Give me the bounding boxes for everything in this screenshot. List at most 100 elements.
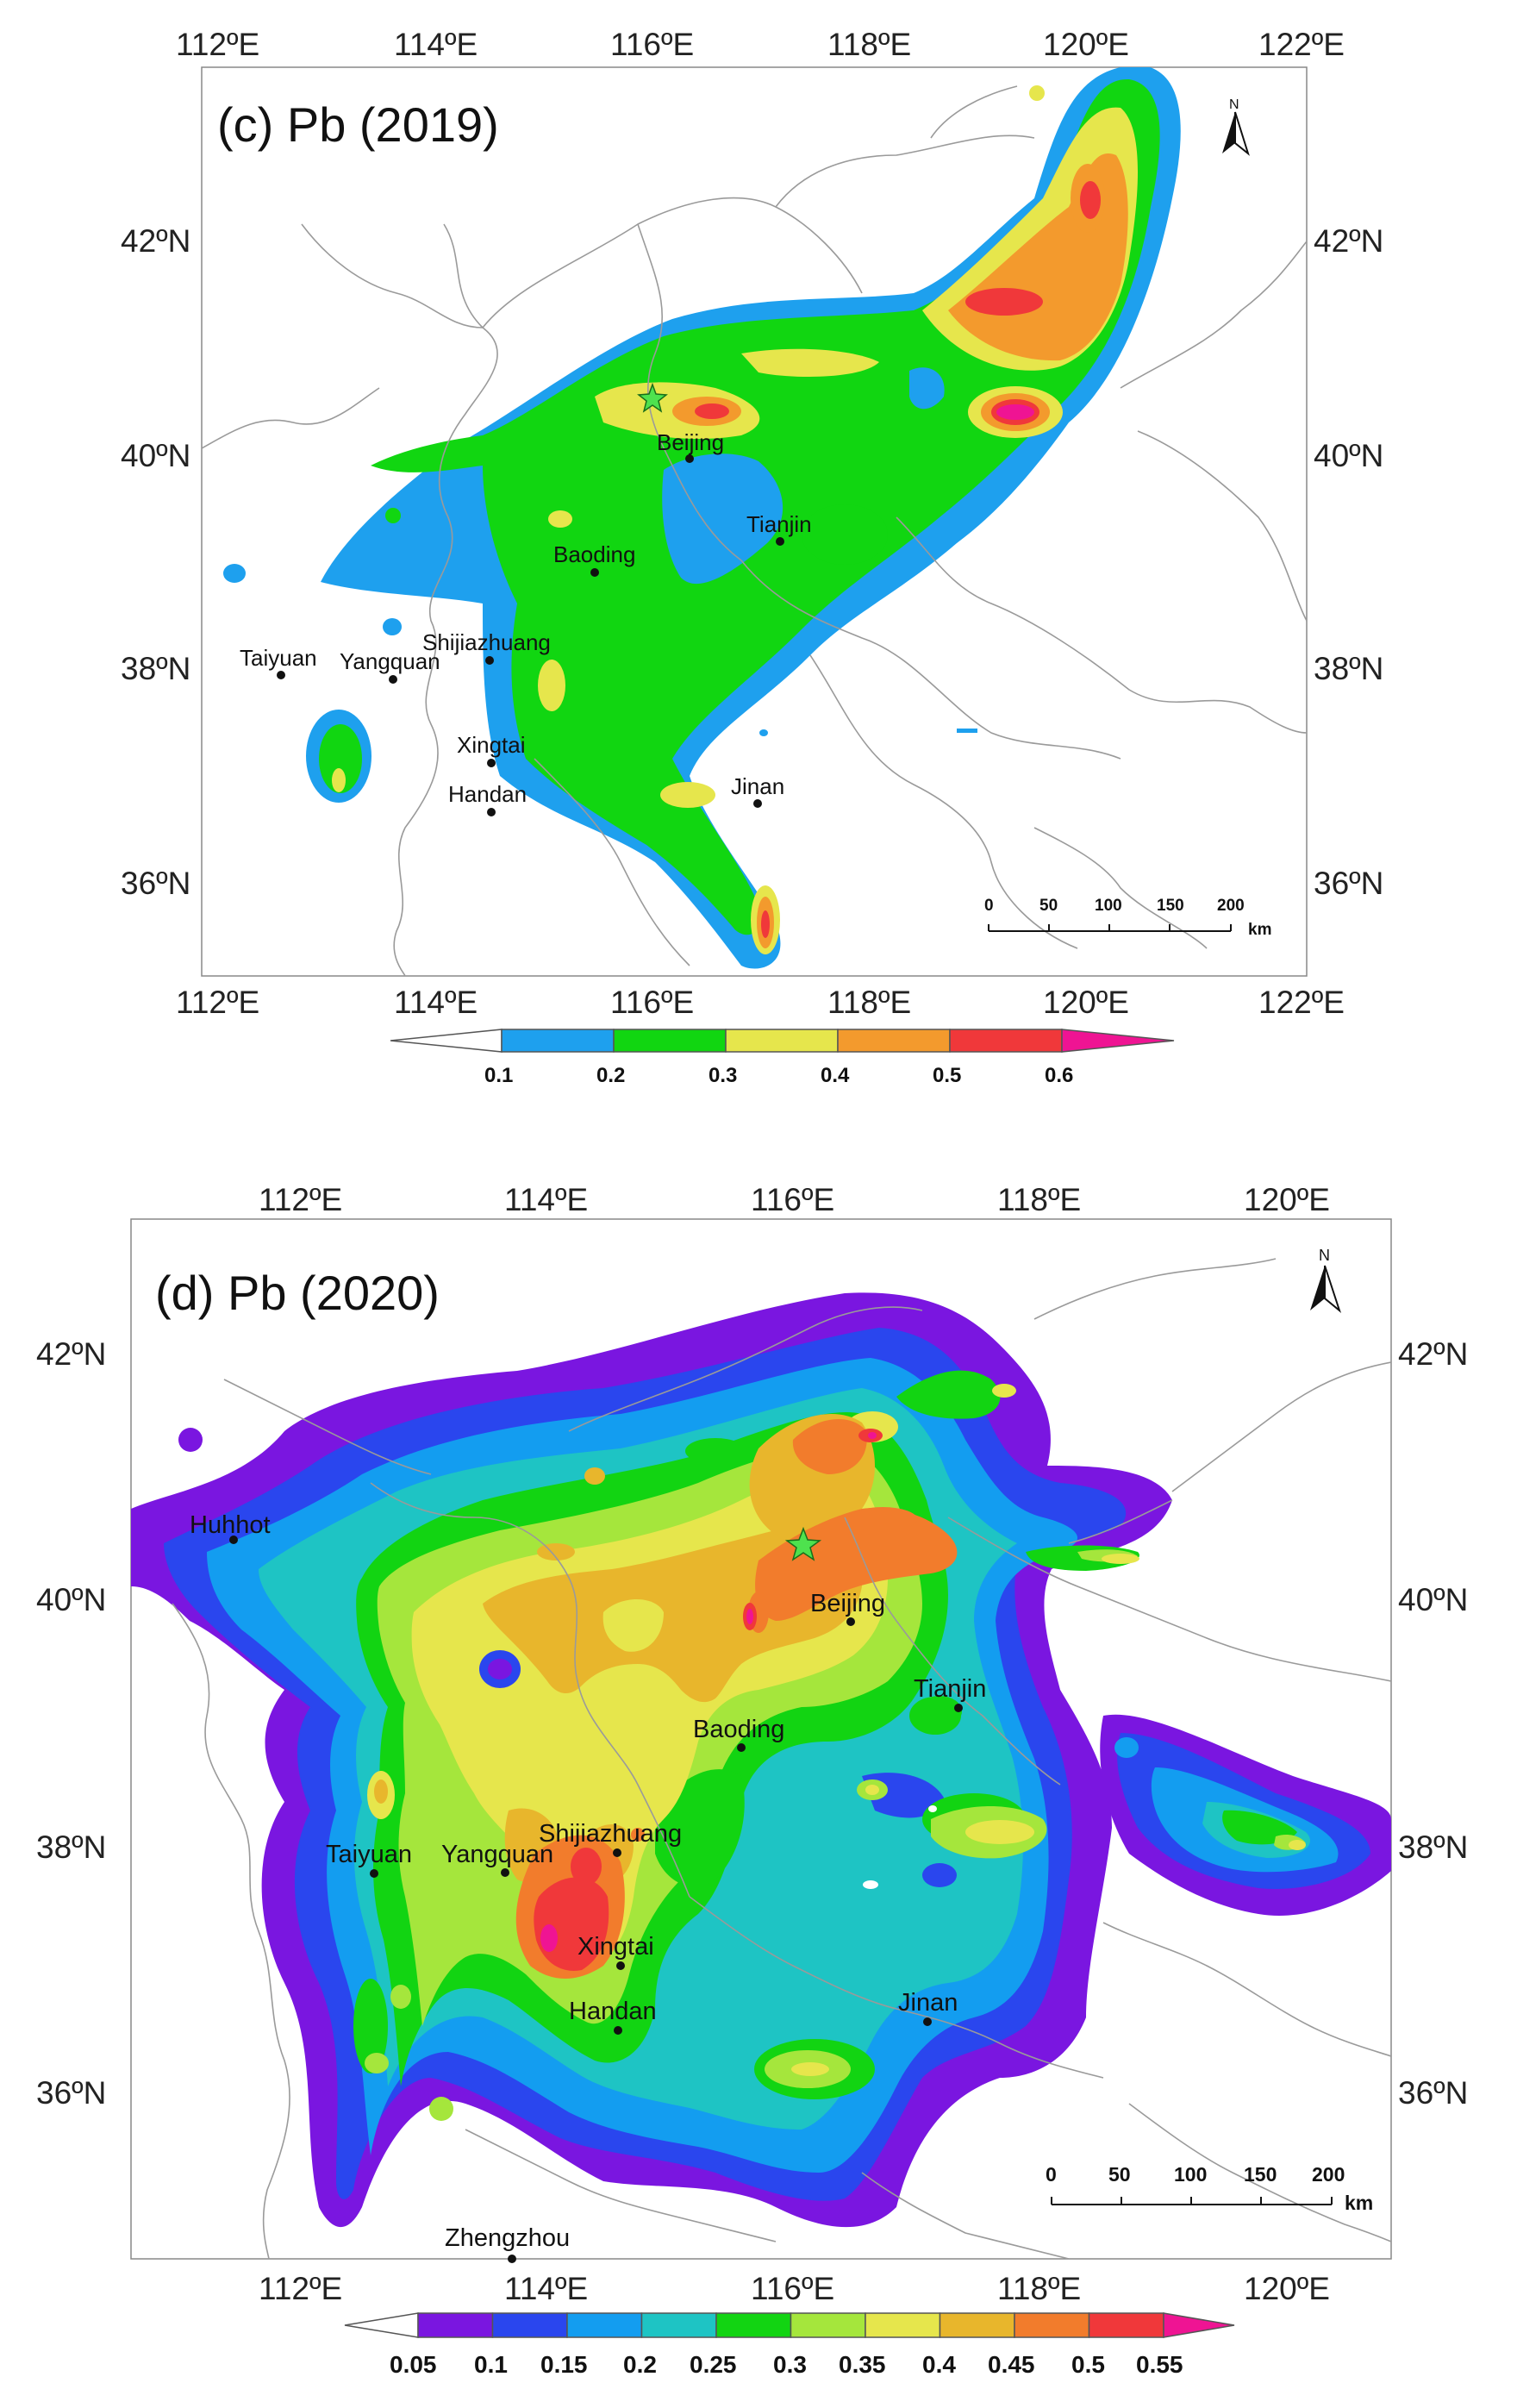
y-tick-label: 40ºN xyxy=(36,1582,106,1617)
city-label-yangquan: Yangquan xyxy=(441,1841,553,1868)
x-tick-label: 120ºE xyxy=(1244,1182,1330,1217)
city-label-zhengzhou: Zhengzhou xyxy=(445,2224,570,2252)
colorbar: 0.05 0.1 0.15 0.2 0.25 0.3 0.35 0.4 0.45… xyxy=(344,2312,1235,2378)
north-arrow-icon: N xyxy=(1222,97,1250,156)
y-tick-label: 42ºN xyxy=(121,223,190,259)
scale-label: 50 xyxy=(1108,2163,1131,2186)
city-label-shijiazhuang: Shijiazhuang xyxy=(539,1820,682,1848)
x-tick-label: 122ºE xyxy=(1258,985,1345,1020)
scale-label: 150 xyxy=(1157,897,1184,915)
colorbar-low-end xyxy=(390,1029,503,1053)
city-label-huhhot: Huhhot xyxy=(190,1511,271,1539)
colorbar-label: 0.45 xyxy=(988,2351,1035,2378)
x-tick-label: 114ºE xyxy=(394,27,478,62)
colorbar-bin xyxy=(715,2312,792,2338)
north-arrow-icon: N xyxy=(1310,1247,1342,1313)
colorbar-bin xyxy=(725,1029,839,1053)
scale-label: 200 xyxy=(1312,2163,1345,2186)
concentration-field xyxy=(223,67,1181,969)
colorbar-label: 0.35 xyxy=(839,2351,886,2378)
boundary-lines xyxy=(172,1258,1391,2259)
city-label-handan: Handan xyxy=(569,1998,657,2025)
y-tick-label: 42ºN xyxy=(1314,223,1383,259)
colorbar-bin xyxy=(1088,2312,1164,2338)
city-labels: Huhhot Beijing Tianjin Baoding Shijiazhu… xyxy=(190,1511,986,2252)
north-label: N xyxy=(1229,97,1239,112)
colorbar-label: 0.6 xyxy=(1045,1064,1073,1087)
colorbar-high-end xyxy=(1163,2312,1235,2338)
boundary-lines xyxy=(202,85,1307,976)
y-tick-label: 42ºN xyxy=(36,1336,106,1372)
city-label-yangquan: Yangquan xyxy=(340,648,440,674)
x-tick-label: 118ºE xyxy=(997,2271,1081,2306)
x-tick-label: 120ºE xyxy=(1043,27,1129,62)
x-tick-label: 120ºE xyxy=(1043,985,1129,1020)
y-tick-label: 36ºN xyxy=(1398,2075,1468,2111)
colorbar-high-end xyxy=(1061,1029,1175,1053)
city-label-tianjin: Tianjin xyxy=(914,1675,986,1703)
x-tick-label: 118ºE xyxy=(997,1182,1081,1217)
colorbar-label: 0.2 xyxy=(596,1064,625,1087)
panel-title: (c) Pb (2019) xyxy=(217,97,499,152)
scale-label: 200 xyxy=(1217,897,1245,915)
y-tick-label: 42ºN xyxy=(1398,1336,1468,1372)
city-label-taiyuan: Taiyuan xyxy=(326,1841,412,1868)
colorbar-label: 0.3 xyxy=(709,1064,737,1087)
scale-label: 100 xyxy=(1174,2163,1207,2186)
city-label-beijing: Beijing xyxy=(810,1590,885,1617)
colorbar-low-end xyxy=(344,2312,419,2338)
x-tick-label: 116ºE xyxy=(751,1182,834,1217)
colorbar-bin xyxy=(491,2312,568,2338)
city-markers xyxy=(277,382,784,816)
scale-label: 0 xyxy=(984,897,994,915)
x-tick-label: 114ºE xyxy=(394,985,478,1020)
panel-c: (c) Pb (2019) N 0 50 100 150 200 km 112º… xyxy=(121,27,1383,1087)
colorbar-label: 0.15 xyxy=(540,2351,588,2378)
city-markers xyxy=(229,1526,963,2263)
city-label-tianjin: Tianjin xyxy=(746,511,812,537)
colorbar-bin xyxy=(790,2312,866,2338)
scale-bar: 0 50 100 150 200 km xyxy=(984,897,1271,939)
city-label-jinan: Jinan xyxy=(731,773,784,799)
scale-unit: km xyxy=(1345,2192,1373,2214)
scale-label: 0 xyxy=(1046,2163,1057,2186)
colorbar-label: 0.2 xyxy=(623,2351,657,2378)
x-tick-label: 112ºE xyxy=(259,1182,342,1217)
panel-title: (d) Pb (2020) xyxy=(155,1266,440,1320)
colorbar-label: 0.5 xyxy=(1071,2351,1105,2378)
x-tick-label: 112ºE xyxy=(259,2271,342,2306)
colorbar-bin xyxy=(949,1029,1063,1053)
colorbar-label: 0.5 xyxy=(933,1064,961,1087)
city-label-baoding: Baoding xyxy=(553,541,635,567)
scale-bar: 0 50 100 150 200 km xyxy=(1046,2163,1373,2214)
city-label-taiyuan: Taiyuan xyxy=(240,645,317,671)
colorbar-bin xyxy=(1014,2312,1090,2338)
city-label-beijing: Beijing xyxy=(657,429,724,455)
city-label-xingtai: Xingtai xyxy=(457,732,526,758)
scale-label: 50 xyxy=(1039,897,1058,915)
x-tick-label: 116ºE xyxy=(610,985,694,1020)
axis-labels: 112ºE 114ºE 116ºE 118ºE 120ºE 112ºE 114º… xyxy=(36,1182,1468,2306)
colorbar-label: 0.1 xyxy=(474,2351,508,2378)
colorbar-bin xyxy=(865,2312,941,2338)
y-tick-label: 36ºN xyxy=(121,866,190,901)
colorbar-label: 0.3 xyxy=(773,2351,807,2378)
x-tick-label: 116ºE xyxy=(751,2271,834,2306)
x-tick-label: 112ºE xyxy=(176,985,259,1020)
colorbar-bin xyxy=(640,2312,717,2338)
x-tick-label: 114ºE xyxy=(504,2271,588,2306)
y-tick-label: 38ºN xyxy=(36,1829,106,1865)
colorbar-label: 0.4 xyxy=(922,2351,956,2378)
y-tick-label: 38ºN xyxy=(1314,651,1383,686)
concentration-field xyxy=(131,1292,1391,2228)
north-label: N xyxy=(1319,1247,1330,1264)
y-tick-label: 38ºN xyxy=(1398,1829,1468,1865)
colorbar-label: 0.1 xyxy=(484,1064,513,1087)
colorbar-label: 0.4 xyxy=(821,1064,850,1087)
station-star-icon xyxy=(637,382,668,413)
colorbar-label: 0.55 xyxy=(1136,2351,1183,2378)
panel-d: (d) Pb (2020) N 0 50 100 150 200 km 112º… xyxy=(36,1182,1468,2378)
station-star-icon xyxy=(784,1526,822,1561)
colorbar-bin xyxy=(837,1029,951,1053)
